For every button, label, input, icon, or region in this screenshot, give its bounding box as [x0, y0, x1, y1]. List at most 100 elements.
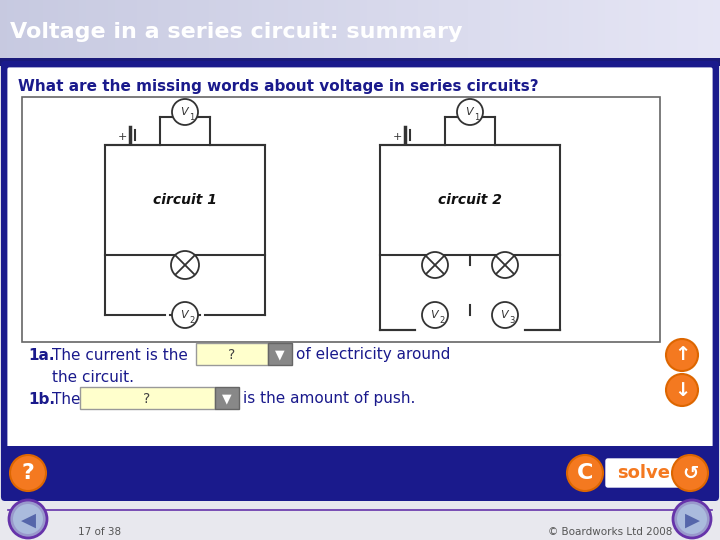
Bar [389, 0, 396, 58]
Bar [684, 0, 691, 58]
Bar [497, 0, 504, 58]
Bar [374, 0, 382, 58]
Circle shape [422, 302, 448, 328]
Bar [380, 145, 560, 255]
Bar [310, 0, 317, 58]
Text: ↑: ↑ [674, 346, 690, 365]
Bar [432, 0, 439, 58]
FancyBboxPatch shape [1, 446, 719, 501]
Bar [655, 0, 662, 58]
Bar [353, 0, 360, 58]
Text: 2: 2 [189, 316, 195, 325]
Bar [367, 0, 374, 58]
Bar [583, 0, 590, 58]
Bar [281, 0, 288, 58]
Bar [396, 0, 403, 58]
Text: 1: 1 [474, 113, 480, 123]
Bar [612, 0, 619, 58]
Circle shape [492, 302, 518, 328]
Text: What are the missing words about voltage in series circuits?: What are the missing words about voltage… [18, 78, 539, 93]
Text: 1: 1 [189, 113, 195, 123]
Text: 2: 2 [439, 316, 445, 325]
Bar [547, 0, 554, 58]
Circle shape [666, 374, 698, 406]
Bar [108, 0, 115, 58]
Bar [65, 0, 72, 58]
Bar [36, 0, 43, 58]
Bar [0, 0, 7, 58]
Bar [80, 387, 215, 409]
Circle shape [13, 504, 43, 534]
Bar [490, 0, 497, 58]
Bar [5, 450, 715, 497]
Bar [22, 0, 29, 58]
FancyBboxPatch shape [1, 61, 719, 459]
Bar [626, 0, 634, 58]
Text: V: V [180, 310, 188, 320]
Bar [144, 0, 151, 58]
Bar [187, 0, 194, 58]
Text: 1b.: 1b. [28, 392, 55, 407]
Circle shape [422, 252, 448, 278]
Bar [662, 0, 670, 58]
Bar [302, 0, 310, 58]
Text: ?: ? [22, 463, 35, 483]
Text: The current is the: The current is the [52, 348, 188, 362]
Bar [72, 0, 79, 58]
Bar [475, 0, 482, 58]
Bar [94, 0, 101, 58]
Bar [223, 0, 230, 58]
Circle shape [673, 500, 711, 538]
Bar [526, 0, 533, 58]
Text: 17 of 38: 17 of 38 [78, 527, 122, 537]
Text: the circuit.: the circuit. [52, 369, 134, 384]
Bar [215, 387, 239, 409]
Bar [194, 0, 202, 58]
Bar [454, 0, 461, 58]
Circle shape [172, 99, 198, 125]
Text: 1a.: 1a. [28, 348, 55, 362]
Bar [598, 0, 605, 58]
Text: ?: ? [228, 348, 235, 362]
Bar [259, 0, 266, 58]
Text: +: + [117, 132, 127, 142]
Bar [50, 0, 58, 58]
Text: ?: ? [143, 392, 150, 406]
Bar [605, 0, 612, 58]
Text: +: + [392, 132, 402, 142]
Circle shape [672, 455, 708, 491]
Text: V: V [180, 107, 188, 117]
Bar [439, 0, 446, 58]
Bar [115, 0, 122, 58]
Text: ↺: ↺ [682, 463, 698, 483]
Bar [58, 0, 65, 58]
Text: circuit 2: circuit 2 [438, 193, 502, 207]
Bar [648, 0, 655, 58]
Circle shape [567, 455, 603, 491]
Text: ▼: ▼ [275, 348, 285, 361]
Text: circuit 1: circuit 1 [153, 193, 217, 207]
Text: ◀: ◀ [20, 510, 35, 530]
Bar [562, 0, 569, 58]
Bar [706, 0, 713, 58]
Bar [533, 0, 540, 58]
Bar [43, 0, 50, 58]
Text: V: V [500, 310, 508, 320]
Circle shape [10, 455, 46, 491]
Bar [266, 0, 274, 58]
Bar [14, 0, 22, 58]
Bar [504, 0, 511, 58]
Bar [338, 0, 346, 58]
Bar [410, 0, 418, 58]
Bar [331, 0, 338, 58]
Bar [0, 497, 720, 540]
Circle shape [171, 251, 199, 279]
FancyBboxPatch shape [606, 459, 682, 487]
Bar [670, 0, 677, 58]
Bar [468, 0, 475, 58]
Circle shape [9, 500, 47, 538]
Text: of electricity around: of electricity around [296, 348, 451, 362]
Bar [196, 343, 268, 365]
Bar [634, 0, 641, 58]
Bar [461, 0, 468, 58]
